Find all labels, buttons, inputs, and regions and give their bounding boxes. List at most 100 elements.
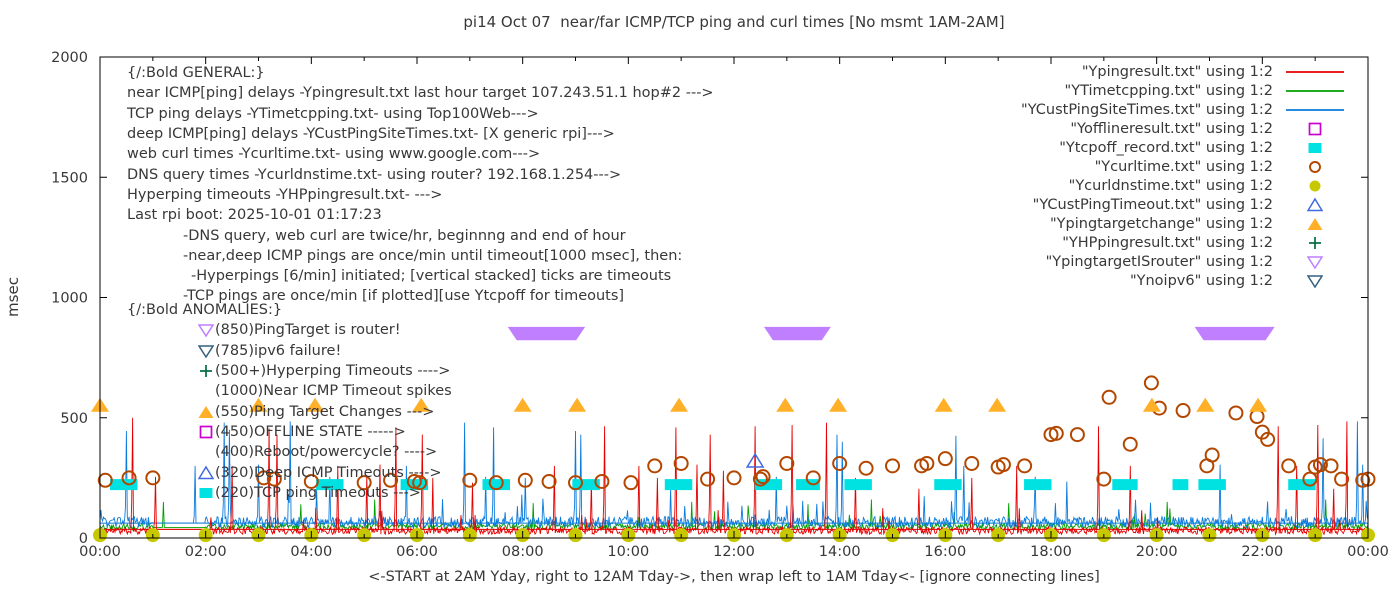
y-tick-label: 2000	[51, 50, 88, 66]
general-note-line: DNS query times -Ycurldnstime.txt- using…	[127, 166, 622, 183]
anomaly-note-text: (400)Reboot/powercycle? ---->	[215, 444, 438, 461]
tri-down-open-icon	[1307, 255, 1323, 269]
annotation-general-block: {/:Bold GENERAL:} near ICMP[ping] delays …	[127, 63, 714, 307]
legend-entry: "YHPpingresult.txt" using 1:2	[1021, 233, 1347, 252]
legend-sample	[1283, 83, 1347, 99]
anomaly-note-line: (785)ipv6 failure!	[127, 341, 452, 361]
anomaly-marker-slot	[198, 363, 215, 379]
legend-label: "Ycurltime.txt" using 1:2	[1094, 158, 1273, 175]
anomaly-note-text: (450)OFFLINE STATE ----->	[215, 423, 406, 440]
x-tick-label: 20:00	[1136, 544, 1178, 560]
tri-down-open-icon	[1307, 274, 1323, 288]
x-tick-label: 10:00	[607, 544, 649, 560]
legend-label: "YTimetcpping.txt" using 1:2	[1064, 82, 1273, 99]
line-icon	[1286, 70, 1344, 73]
line-icon	[1286, 108, 1344, 111]
legend-sample	[1283, 102, 1347, 118]
legend-label: "YHPpingresult.txt" using 1:2	[1062, 234, 1273, 251]
square-fill-icon	[1308, 142, 1322, 153]
plus-icon	[200, 365, 212, 378]
legend-entry: "Ypingresult.txt" using 1:2	[1021, 62, 1347, 81]
legend-entry: "Ynoipv6" using 1:2	[1021, 271, 1347, 290]
anomaly-note-line: (220)TCP ping Timeouts --->	[127, 483, 452, 503]
anomaly-note-text: (320)Deep ICMP Timeouts ---->	[215, 464, 442, 481]
x-tick-label: 14:00	[819, 544, 861, 560]
anomaly-note-text: (785)ipv6 failure!	[215, 342, 342, 359]
legend-label: "YpingtargetISrouter" using 1:2	[1045, 253, 1273, 270]
general-note-line: deep ICMP[ping] delays -YCustPingSiteTim…	[127, 126, 615, 143]
general-note-line: web curl times -Ycurltime.txt- using www…	[127, 146, 541, 163]
x-tick-label: 08:00	[502, 544, 544, 560]
x-tick-label: 00:00	[1347, 544, 1389, 560]
anomaly-note-line: (850)PingTarget is router!	[127, 320, 452, 340]
line-icon	[1286, 89, 1344, 92]
legend-sample	[1283, 140, 1347, 156]
anomaly-note-line: {/:Bold ANOMALIES:}	[127, 300, 452, 320]
x-tick-label: 06:00	[396, 544, 438, 560]
anomaly-note-line: (550)Ping Target Changes --->	[127, 401, 452, 421]
general-note-line: -DNS query, web curl are twice/hr, begin…	[183, 227, 626, 244]
tri-up-fill-icon	[198, 405, 214, 418]
legend-entry: "YTimetcpping.txt" using 1:2	[1021, 81, 1347, 100]
anomaly-note-line: (320)Deep ICMP Timeouts ---->	[127, 462, 452, 482]
y-tick-label: 1500	[51, 170, 88, 186]
tri-up-open-icon	[1307, 197, 1323, 211]
legend-sample	[1283, 254, 1347, 270]
general-note-line: -near,deep ICMP pings are once/min until…	[183, 247, 683, 264]
anomaly-note-text: (500+)Hyperping Timeouts ---->	[215, 363, 451, 380]
x-tick-label: 02:00	[185, 544, 227, 560]
y-tick-label: 1000	[51, 291, 88, 307]
anomaly-marker-slot	[198, 424, 215, 440]
legend: "Ypingresult.txt" using 1:2 "YTimetcpping…	[1021, 62, 1347, 290]
chart-title: pi14 Oct 07 near/far ICMP/TCP ping and c…	[463, 13, 1005, 31]
y-tick-label: 0	[79, 531, 88, 547]
anomaly-note-line: (500+)Hyperping Timeouts ---->	[127, 361, 452, 381]
x-tick-label: 12:00	[713, 544, 755, 560]
x-tick-label: 16:00	[924, 544, 966, 560]
legend-sample	[1283, 273, 1347, 289]
general-note-line: TCP ping delays -YTimetcpping.txt- using…	[127, 105, 539, 122]
anomaly-note-line: (1000)Near ICMP Timeout spikes	[127, 381, 452, 401]
legend-sample	[1283, 64, 1347, 80]
legend-sample	[1283, 216, 1347, 232]
x-tick-label: 04:00	[290, 544, 332, 560]
anomaly-note-text: (1000)Near ICMP Timeout spikes	[215, 383, 452, 400]
legend-label: "Yofflineresult.txt" using 1:2	[1070, 120, 1273, 137]
annotation-anomalies-block: {/:Bold ANOMALIES:} (850)PingTarget is ro…	[127, 300, 452, 503]
legend-label: "Ypingtargetchange" using 1:2	[1050, 215, 1273, 232]
general-note-line: {/:Bold GENERAL:}	[127, 65, 265, 82]
x-tick-label: 00:00	[79, 544, 121, 560]
legend-sample	[1283, 159, 1347, 175]
legend-entry: "Ytcpoff_record.txt" using 1:2	[1021, 138, 1347, 157]
legend-entry: "YpingtargetISrouter" using 1:2	[1021, 252, 1347, 271]
legend-entry: "Ypingtargetchange" using 1:2	[1021, 214, 1347, 233]
legend-label: "Ypingresult.txt" using 1:2	[1081, 63, 1273, 80]
legend-entry: "Ycurldnstime.txt" using 1:2	[1021, 176, 1347, 195]
square-open-icon	[1308, 122, 1322, 135]
legend-sample	[1283, 197, 1347, 213]
anomaly-marker-slot	[198, 404, 215, 420]
legend-entry: "YCustPingTimeout.txt" using 1:2	[1021, 195, 1347, 214]
anomaly-note-text: {/:Bold ANOMALIES:}	[127, 302, 283, 319]
y-axis-label: msec	[4, 277, 22, 317]
x-tick-label: 22:00	[1241, 544, 1283, 560]
general-note-line: near ICMP[ping] delays -Ypingresult.txt …	[127, 85, 714, 102]
legend-label: "Ytcpoff_record.txt" using 1:2	[1059, 139, 1273, 156]
legend-entry: "Yofflineresult.txt" using 1:2	[1021, 119, 1347, 138]
legend-label: "Ynoipv6" using 1:2	[1129, 272, 1273, 289]
general-note-line: -Hyperpings [6/min] initiated; [vertical…	[191, 268, 672, 285]
tri-up-open-icon	[198, 465, 214, 479]
legend-label: "YCustPingTimeout.txt" using 1:2	[1032, 196, 1273, 213]
general-note-line: Last rpi boot: 2025-10-01 01:17:23	[127, 207, 382, 224]
tri-up-fill-icon	[1307, 217, 1323, 230]
legend-entry: "Ycurltime.txt" using 1:2	[1021, 157, 1347, 176]
anomaly-marker-slot	[198, 485, 215, 501]
circle-open-icon	[1309, 160, 1321, 173]
legend-label: "Ycurldnstime.txt" using 1:2	[1068, 177, 1273, 194]
anomaly-marker-slot	[198, 322, 215, 338]
general-note-line: Hyperping timeouts -YHPpingresult.txt- -…	[127, 186, 443, 203]
x-axis-label: <-START at 2AM Yday, right to 12AM Tday-…	[368, 569, 1100, 585]
legend-sample	[1283, 121, 1347, 137]
